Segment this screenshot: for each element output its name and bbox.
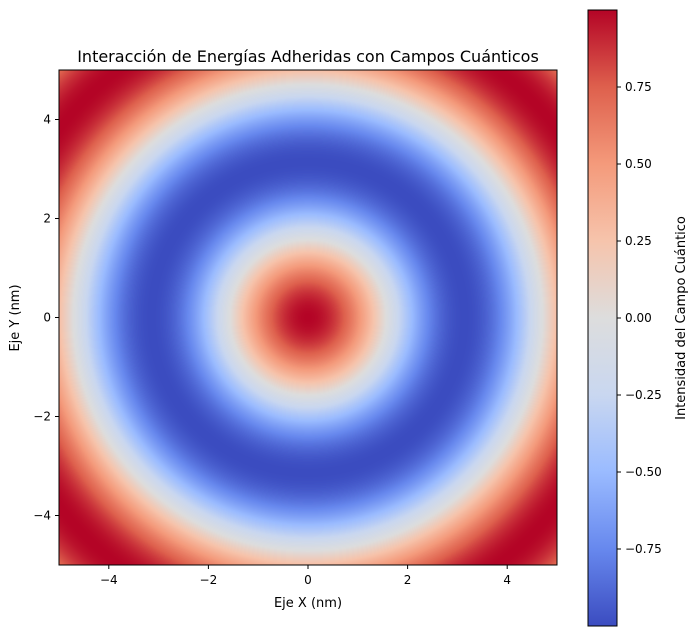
colorbar-gradient <box>587 9 618 627</box>
x-axis-label: Eje X (nm) <box>274 596 342 611</box>
colorbar-tick-label: 0.50 <box>625 157 652 171</box>
colorbar-ticks: −0.75 −0.50 −0.25 0.00 0.25 0.50 0.75 <box>617 80 662 556</box>
y-tick-label: −4 <box>33 509 51 523</box>
x-tick-label: 4 <box>503 573 511 587</box>
x-axis: −4 −2 0 2 4 <box>100 565 511 587</box>
chart-title: Interacción de Energías Adheridas con Ca… <box>77 47 539 66</box>
x-tick-label: 2 <box>404 573 412 587</box>
heatmap-plot-area <box>58 69 558 566</box>
y-tick-label: 0 <box>43 311 51 325</box>
colorbar-tick-label: −0.25 <box>625 388 662 402</box>
x-tick-label: −4 <box>100 573 118 587</box>
colorbar-tick-label: 0.75 <box>625 80 652 94</box>
colorbar-label: Intensidad del Campo Cuántico <box>674 216 689 420</box>
colorbar-tick-label: 0.00 <box>625 311 652 325</box>
x-tick-label: −2 <box>200 573 218 587</box>
colorbar: −0.75 −0.50 −0.25 0.00 0.25 0.50 0.75 Intensid… <box>587 9 689 627</box>
heatmap-image-frame <box>59 70 557 565</box>
heatmap-image <box>59 70 557 565</box>
colorbar-tick-label: 0.25 <box>625 234 652 248</box>
colorbar-tick-label: −0.50 <box>625 465 662 479</box>
y-axis-label: Eje Y (nm) <box>8 284 23 351</box>
x-tick-label: 0 <box>304 573 312 587</box>
colorbar-tick-label: −0.75 <box>625 542 662 556</box>
y-tick-label: −2 <box>33 410 51 424</box>
y-tick-label: 4 <box>43 113 51 127</box>
y-tick-label: 2 <box>43 212 51 226</box>
y-axis: −4 −2 0 2 4 <box>33 113 59 523</box>
